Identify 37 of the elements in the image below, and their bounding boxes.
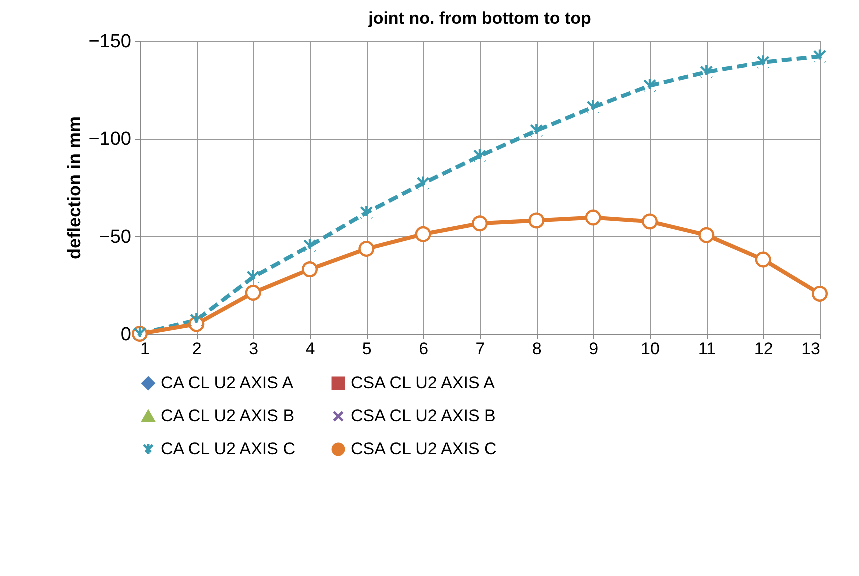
legend-label: CSA CL U2 AXIS B [351,406,496,426]
x-tick-label: 8 [532,340,542,358]
point [643,78,657,94]
x-tick-label: 12 [754,340,774,358]
point [586,99,600,116]
point [530,122,544,139]
x-tick-label: 4 [306,340,316,358]
x-tick-label: 10 [641,340,660,358]
y-axis-title: deflection in mm [64,116,85,260]
legend-label: CSA CL U2 AXIS A [351,374,496,393]
x-tick-label: 9 [589,340,599,358]
point [416,176,430,192]
x-tick-label: 6 [419,340,429,358]
chart-title: joint no. from bottom to top [368,9,592,28]
x-tick-label: 13 [802,340,820,358]
y-tick-label: 0 [120,324,132,346]
x-tick-label: 11 [698,340,716,358]
x-tick-label: 2 [192,340,202,358]
x-tick-label: 3 [249,340,259,358]
point [190,312,204,328]
legend-label: CA CL U2 AXIS A [161,374,294,393]
point [473,148,487,164]
legend-label: CA CL U2 AXIS C [161,440,296,458]
point [813,48,827,65]
x-tick-label: 5 [362,340,372,358]
x-tick-label: 1 [140,340,150,358]
x-tick-label: 7 [476,340,486,358]
point [360,204,374,221]
point [756,54,770,70]
point [700,64,714,80]
y-tick-label: −100 [88,129,132,150]
y-tick-label: −150 [88,32,132,52]
point [303,238,317,254]
legend-label: CA CL U2 AXIS B [161,406,295,426]
point [246,269,260,286]
legend-label: CSA CL U2 AXIS C [351,440,497,458]
y-tick-label: −50 [99,226,132,248]
